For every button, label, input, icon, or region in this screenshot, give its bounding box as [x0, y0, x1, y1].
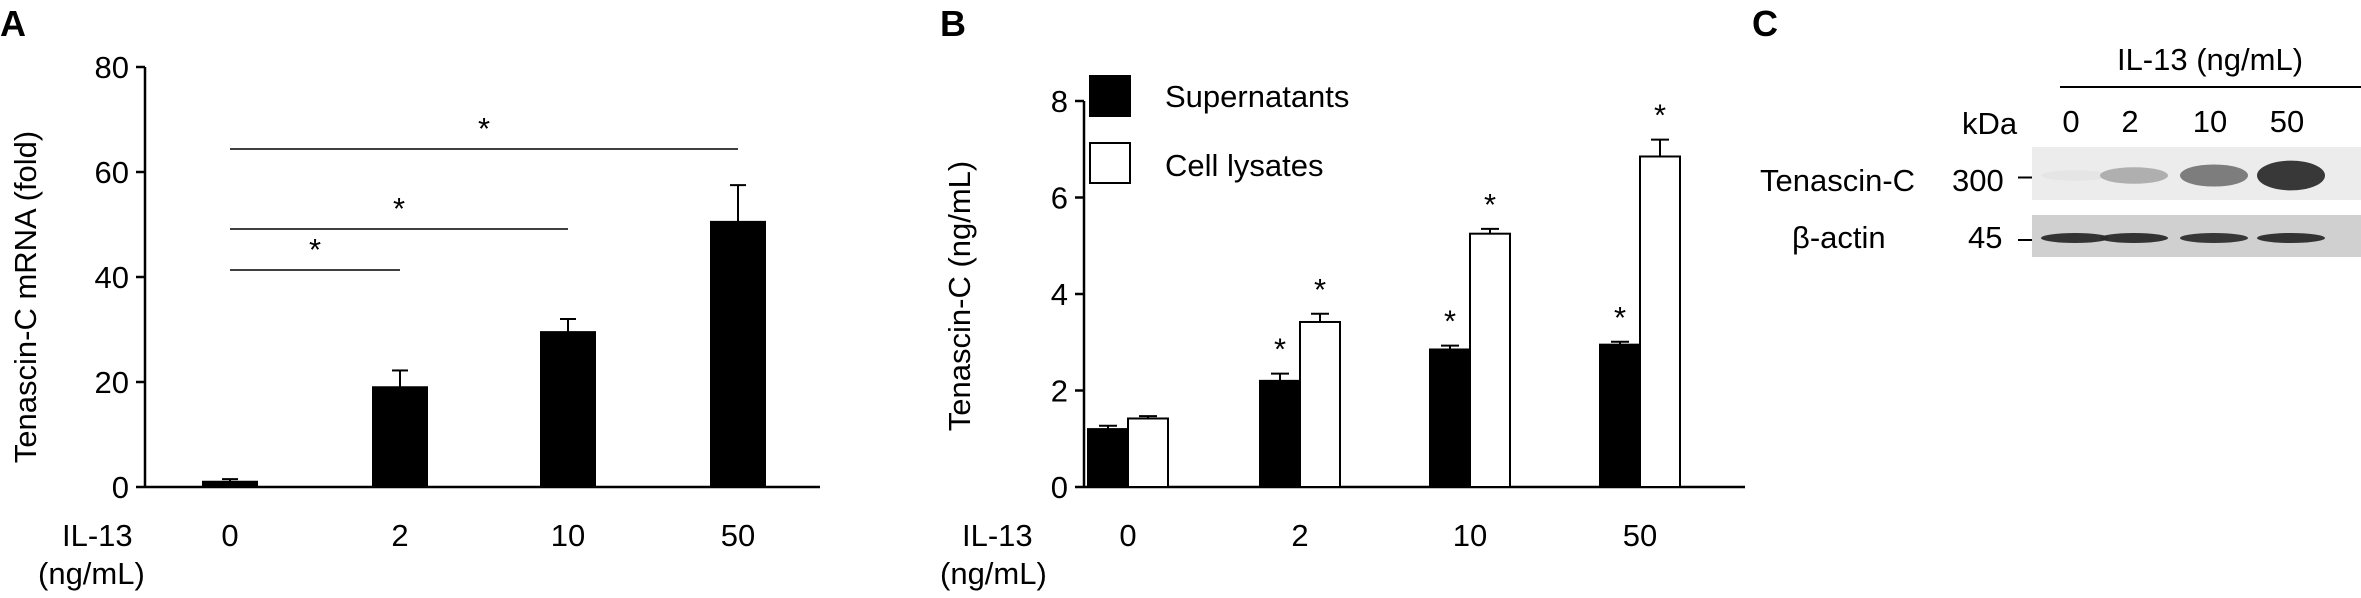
blot-band	[2257, 160, 2325, 191]
panel-c-letter: C	[1752, 3, 1778, 44]
bar	[1127, 417, 1169, 488]
y-tick-label: 0	[1051, 470, 1068, 505]
bar	[1087, 428, 1129, 489]
y-tick-label: 80	[95, 50, 129, 85]
blot-lane-label: 10	[2193, 104, 2227, 139]
blot-band	[2041, 170, 2109, 181]
bar	[1469, 232, 1511, 488]
blot-image: Tenascin-C 300 β-actin 45	[1760, 147, 2361, 257]
x-tick-label: 50	[721, 518, 755, 553]
blot-lane-label: 0	[2062, 104, 2079, 139]
panel-b-y-axis-label: Tenascin-C (ng/mL)	[942, 161, 977, 431]
bar	[1259, 379, 1301, 489]
significance-star: *	[1314, 272, 1326, 307]
panel-b-bars: * * * * * *	[1087, 98, 1681, 489]
panel-b-x-axis-label: IL-13	[962, 518, 1033, 553]
bar	[1639, 155, 1681, 489]
panel-b-letter: B	[940, 3, 966, 44]
bar	[372, 386, 428, 488]
blot-band	[2257, 233, 2325, 243]
blot-row-label: Tenascin-C	[1760, 163, 1915, 198]
bar	[1429, 348, 1471, 488]
y-tick-label: 40	[95, 260, 129, 295]
y-tick-label: 6	[1051, 181, 1068, 216]
panel-a-x-axis-label: IL-13	[62, 518, 133, 553]
y-tick-label: 8	[1051, 84, 1068, 119]
panel-a-significance: * * *	[230, 111, 738, 271]
significance-star: *	[1614, 300, 1626, 335]
x-tick-label: 0	[1119, 518, 1136, 553]
x-tick-label: 10	[1453, 518, 1487, 553]
blot-lane-labels: 0 2 10 50	[2062, 104, 2304, 139]
panel-b-legend: Supernatants Cell lysates	[1089, 75, 1349, 184]
x-tick-label: 2	[1291, 518, 1308, 553]
blot-mw-label: 45	[1968, 220, 2002, 255]
legend-label-supernatants: Supernatants	[1165, 79, 1349, 114]
panel-c: C IL-13 (ng/mL) kDa 0 2 10 50 Tenascin-C 300…	[1752, 3, 2361, 257]
blot-band	[2180, 233, 2248, 243]
bar	[1299, 320, 1341, 488]
panel-a-x-axis-unit: (ng/mL)	[38, 556, 145, 591]
blot-row-label: β-actin	[1792, 220, 1886, 255]
significance-star: *	[1274, 332, 1286, 367]
legend-label-cell-lysates: Cell lysates	[1165, 148, 1324, 183]
significance-star: *	[1484, 187, 1496, 222]
significance-star: *	[1444, 304, 1456, 339]
blot-lane-label: 2	[2121, 104, 2138, 139]
panel-b: B Tenascin-C (ng/mL) 0 2 4 6 8 0 2 10 50 * * * * ** …	[940, 3, 1745, 591]
panel-a-bars	[202, 184, 766, 488]
blot-band	[2180, 164, 2248, 187]
x-tick-label: 10	[551, 518, 585, 553]
panel-a-letter: A	[0, 3, 26, 44]
significance-star: *	[393, 191, 405, 226]
bar	[540, 331, 596, 488]
bar	[1599, 343, 1641, 488]
legend-swatch-cell-lysates	[1089, 142, 1131, 184]
y-tick-label: 2	[1051, 374, 1068, 409]
bar	[202, 480, 258, 488]
x-tick-label: 0	[221, 518, 238, 553]
legend-swatch-supernatants	[1089, 75, 1131, 117]
x-tick-label: 2	[391, 518, 408, 553]
y-tick-label: 4	[1051, 277, 1068, 312]
blot-band	[2100, 167, 2168, 184]
panel-a-y-axis-label: Tenascin-C mRNA (fold)	[8, 131, 43, 463]
y-tick-label: 60	[95, 155, 129, 190]
panel-a: A Tenascin-C mRNA (fold) 0 20 40 60 80 0 2 10 50…	[0, 3, 820, 591]
significance-star: *	[1654, 98, 1666, 133]
blot-kda-label: kDa	[1962, 106, 2018, 141]
blot-band	[2041, 233, 2109, 243]
significance-star: *	[478, 111, 490, 146]
blot-header: IL-13 (ng/mL)	[2117, 42, 2303, 77]
blot-band	[2100, 233, 2168, 243]
x-tick-label: 50	[1623, 518, 1657, 553]
bar	[710, 220, 766, 488]
y-tick-label: 0	[112, 470, 129, 505]
blot-lane-label: 50	[2270, 104, 2304, 139]
significance-star: *	[309, 232, 321, 267]
blot-mw-label: 300	[1952, 163, 2004, 198]
y-tick-label: 20	[95, 365, 129, 400]
panel-b-x-axis-unit: (ng/mL)	[940, 556, 1047, 591]
